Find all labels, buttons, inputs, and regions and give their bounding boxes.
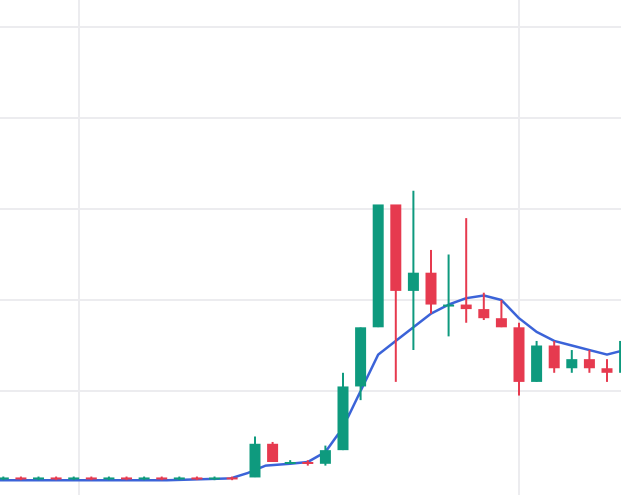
candle-body xyxy=(156,477,168,480)
candle xyxy=(121,476,133,481)
candle-body xyxy=(619,340,621,373)
candle-body xyxy=(460,304,472,310)
moving-average-line xyxy=(0,294,621,482)
candle-body xyxy=(601,368,613,373)
candle-body xyxy=(495,318,507,328)
candle xyxy=(355,327,367,401)
candle xyxy=(583,350,595,373)
candle xyxy=(50,476,62,481)
candle xyxy=(319,445,331,466)
candle xyxy=(425,249,437,314)
candle xyxy=(226,476,238,481)
moving-average-layer xyxy=(0,294,621,482)
candle xyxy=(173,476,185,481)
candle xyxy=(548,340,560,373)
candle xyxy=(68,476,80,481)
candle-body xyxy=(121,477,133,480)
candle-body xyxy=(513,327,525,382)
candle xyxy=(138,476,150,481)
candle xyxy=(15,476,27,481)
candle-body xyxy=(337,386,349,451)
candle xyxy=(103,476,115,481)
candle-body xyxy=(15,477,27,480)
candle xyxy=(443,254,455,337)
candle-body xyxy=(173,477,185,480)
candle-body xyxy=(284,461,296,464)
candle xyxy=(407,190,419,351)
candle-body xyxy=(50,477,62,480)
candle-body xyxy=(390,204,402,291)
candle xyxy=(478,292,490,321)
candle-body xyxy=(548,345,560,369)
candle xyxy=(209,476,221,481)
candle-body xyxy=(0,477,9,480)
candle-body xyxy=(191,477,203,480)
candle xyxy=(513,322,525,396)
candle xyxy=(337,372,349,451)
candle xyxy=(267,441,279,462)
candle-body xyxy=(249,443,261,478)
candle-body xyxy=(138,477,150,480)
candle xyxy=(390,204,402,382)
candles-layer xyxy=(0,190,621,481)
candle xyxy=(249,436,261,478)
candle-body xyxy=(407,272,419,291)
candle-body xyxy=(33,477,45,480)
candle xyxy=(372,204,384,328)
candle xyxy=(601,359,613,382)
candle-body xyxy=(68,477,80,480)
candle-body xyxy=(355,327,367,387)
candle-body xyxy=(478,309,490,319)
candle-body xyxy=(566,359,578,369)
candle-body xyxy=(85,477,97,480)
candle-body xyxy=(267,443,279,462)
candle xyxy=(531,340,543,382)
candle-body xyxy=(302,461,314,464)
candle-body xyxy=(531,345,543,382)
candle xyxy=(33,476,45,481)
candle xyxy=(566,350,578,373)
candle xyxy=(156,476,168,481)
candle-body xyxy=(319,450,331,464)
candle xyxy=(191,476,203,481)
candle-body xyxy=(209,477,221,480)
candle-body xyxy=(103,477,115,480)
candle-body xyxy=(226,477,238,480)
candle xyxy=(495,300,507,328)
candle xyxy=(460,218,472,323)
candle xyxy=(619,340,621,373)
candle xyxy=(284,460,296,464)
candle xyxy=(302,460,314,466)
candle-body xyxy=(425,272,437,305)
candle xyxy=(85,476,97,481)
candle-body xyxy=(583,359,595,369)
candle xyxy=(0,476,9,481)
candle-body xyxy=(443,304,455,307)
candle-body xyxy=(372,204,384,328)
